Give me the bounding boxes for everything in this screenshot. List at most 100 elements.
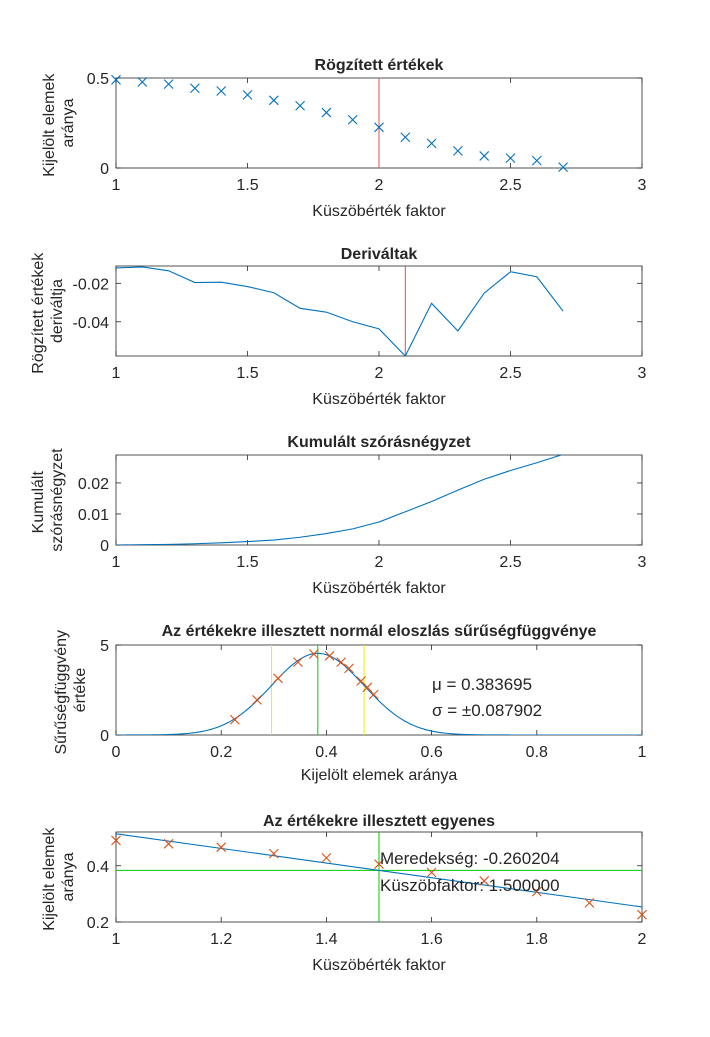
x-axis-label: Küszöbérték faktor [312, 957, 446, 974]
y-tick-label: -0.04 [73, 315, 110, 332]
x-axis-label: Küszöbérték faktor [312, 391, 446, 408]
y-axis-label: Kijelölt elemek aránya [41, 823, 77, 931]
data-point [163, 838, 174, 849]
data-point [400, 132, 411, 143]
x-tick-label: 2 [375, 177, 384, 194]
x-tick-label: 1.5 [236, 554, 258, 571]
x-tick-label: 3 [638, 554, 647, 571]
x-tick-label: 3 [638, 365, 647, 382]
data-point [252, 695, 262, 705]
subplot-title: Deriváltak [341, 246, 418, 263]
y-axis-label: Kumulált szórásnégyzet [30, 448, 66, 552]
data-point [216, 842, 227, 853]
axes-box [115, 265, 643, 357]
y-axis-label-line: Kijelölt elemek [41, 827, 58, 931]
y-tick-label: 0 [100, 728, 109, 745]
x-tick-label: 0.8 [526, 744, 548, 761]
y-axis-label-line: szórásnégyzet [49, 448, 66, 552]
x-tick-label: 0.6 [420, 744, 442, 761]
data-point [347, 114, 358, 125]
subplot-linear-fit: Az értékekre illesztett egyenes 1 1.2 1.4 1… [41, 813, 647, 974]
y-tick-label: -0.02 [73, 276, 110, 293]
y-axis-label: Sűrűségfüggvény értéke [53, 626, 89, 755]
data-point [268, 848, 279, 859]
x-tick-label: 2 [638, 931, 647, 948]
data-point [268, 95, 279, 106]
x-tick-label: 1 [638, 744, 647, 761]
data-point [344, 663, 354, 674]
x-tick-label: 2 [375, 554, 384, 571]
x-tick-label: 1 [112, 931, 121, 948]
y-tick-label: 0.02 [78, 476, 109, 493]
data-point [531, 155, 542, 166]
series-line [116, 266, 564, 356]
y-tick-label: 5 [100, 638, 109, 655]
subplot-normal-fit: Az értékekre illesztett normál eloszlás … [53, 623, 647, 784]
annotation-mu: μ = 0.383695 [432, 675, 532, 694]
y-tick-label: 0 [100, 538, 109, 555]
y-axis-label-line: Kumulált [30, 471, 47, 534]
x-tick-label: 2.5 [499, 177, 521, 194]
subplot-fixed-values: Rögzített értékek 1 1.5 2 2.5 3 0 0.5 Küszöbér… [41, 57, 647, 220]
data-point [368, 689, 379, 700]
x-axis-label: Küszöbérték faktor [312, 203, 446, 220]
x-tick-label: 3 [638, 177, 647, 194]
subplot-cumulative-variance: Kumulált szórásnégyzet 1 1.5 2 2.5 3 0 0.01 0.0… [30, 434, 647, 597]
x-tick-label: 1.4 [315, 931, 337, 948]
data-point [293, 657, 303, 667]
x-tick-label: 0.4 [315, 744, 337, 761]
data-point [216, 86, 227, 96]
data-point [111, 835, 121, 846]
data-point [242, 90, 253, 100]
data-point [190, 83, 200, 94]
data-point [453, 146, 463, 156]
data-point [584, 897, 595, 908]
x-tick-label: 1.5 [236, 177, 258, 194]
subplot-title: Rögzített értékek [315, 57, 444, 74]
data-point [362, 682, 373, 693]
y-axis-label-line: Rögzített értékek [30, 252, 47, 374]
data-point [637, 909, 647, 920]
y-axis-label-line: értéke [72, 668, 89, 713]
annotation-sigma: σ = ±0.087902 [432, 701, 542, 720]
annotation-threshold: Küszöbfaktor: 1.500000 [380, 876, 560, 895]
data-point [336, 657, 347, 667]
annotation-slope: Meredekség: -0.260204 [380, 849, 560, 868]
normal-pdf-curve [116, 652, 642, 735]
y-axis-label-line: aránya [60, 852, 77, 901]
x-tick-label: 2.5 [499, 554, 521, 571]
subplot-derivatives: Deriváltak 1 1.5 2 2.5 3 -0.04 -0.02 Küszöbért… [30, 246, 647, 408]
data-point [163, 79, 174, 90]
subplot-title: Az értékekre illesztett egyenes [263, 813, 495, 830]
y-axis-label-line: deriváltja [49, 279, 66, 343]
axes-box [115, 644, 643, 736]
y-tick-label: 0.4 [87, 859, 109, 876]
series-line [116, 455, 563, 545]
data-point [558, 162, 568, 172]
axes-box [115, 454, 643, 546]
subplot-title: Az értékekre illesztett normál eloszlás … [162, 623, 597, 640]
x-tick-label: 0 [112, 744, 121, 761]
x-tick-label: 2.5 [499, 365, 521, 382]
y-axis-label: Rögzített értékek deriváltja [30, 248, 66, 373]
data-point [273, 673, 283, 684]
data-point [308, 649, 319, 659]
data-point [426, 138, 437, 149]
y-tick-label: 0.2 [87, 915, 109, 932]
data-point [374, 859, 384, 869]
subplot-title: Kumulált szórásnégyzet [287, 434, 471, 451]
y-tick-label: 0.5 [87, 71, 109, 88]
fit-line [116, 833, 642, 908]
data-point [531, 886, 542, 897]
y-axis-label-line: aránya [60, 98, 77, 147]
x-tick-label: 1.2 [210, 931, 232, 948]
x-tick-label: 2 [375, 365, 384, 382]
x-tick-label: 1 [112, 365, 121, 382]
data-point [324, 650, 335, 661]
data-point [479, 876, 490, 886]
x-tick-label: 1 [112, 177, 121, 194]
y-tick-label: 0.01 [78, 507, 109, 524]
y-axis-label-line: Sűrűségfüggvény [53, 630, 70, 755]
x-tick-label: 1.5 [236, 365, 258, 382]
